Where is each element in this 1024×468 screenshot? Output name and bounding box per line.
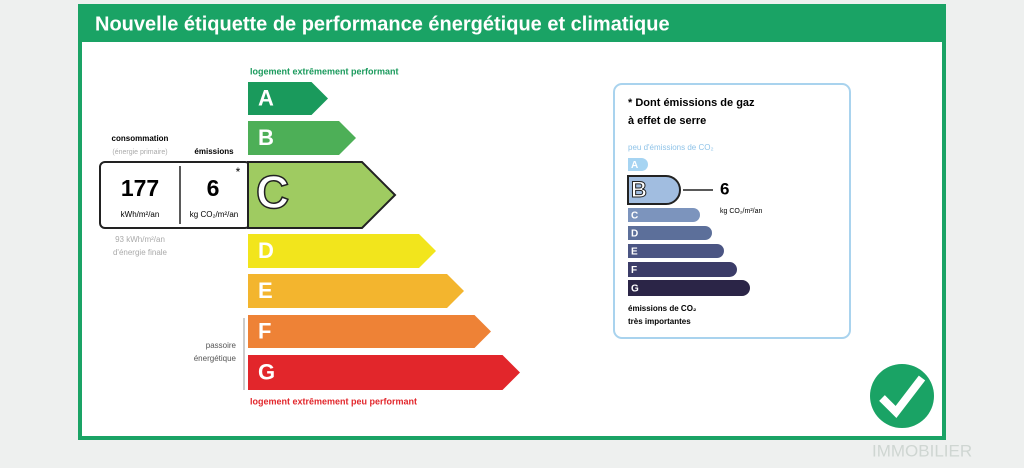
ghg-class-bar — [628, 226, 712, 240]
energy-class-letter: B — [258, 125, 274, 150]
ghg-unit: kg CO₂/m²/an — [720, 208, 763, 215]
asterisk: * — [236, 165, 241, 179]
ghg-class-bar — [627, 175, 681, 205]
title: Nouvelle étiquette de performance énergé… — [95, 13, 670, 35]
ghg-class-letter: A — [631, 160, 638, 171]
ghg-class-bar — [628, 244, 724, 258]
ghg-class-bar — [628, 158, 649, 171]
energy-class-letter: D — [258, 238, 274, 263]
ghg-class-letter: D — [631, 229, 638, 240]
energy-class-bar — [248, 121, 356, 155]
energy-class-bar — [247, 161, 397, 229]
ghg-top-label: peu d'émissions de CO₂ — [628, 143, 714, 152]
consumption-value: 177 — [121, 175, 159, 201]
logo-mark — [879, 375, 926, 419]
passoire: passoire — [206, 341, 237, 350]
bottom-label: logement extrêmement peu performant — [250, 396, 417, 406]
ghg-class-letter: C — [631, 211, 638, 222]
energy-class-bar — [248, 315, 491, 348]
energy-class-bar — [248, 355, 520, 390]
logo — [870, 364, 934, 428]
energy-class-letter: F — [258, 318, 271, 343]
ghg-class-letter: E — [631, 247, 638, 258]
energy-class-letter: E — [258, 278, 273, 303]
emissions-label: émissions — [194, 147, 234, 156]
energy-class-letter: G — [258, 359, 275, 384]
consumption-unit: kWh/m²/an — [121, 210, 160, 219]
ghg-value: 6 — [720, 179, 729, 198]
emissions-unit: kg CO₂/m²/an — [190, 210, 238, 219]
emissions-value: 6 — [207, 175, 220, 201]
final-energy-label: d'énergie finale — [113, 248, 168, 257]
ghg-class-letter: B — [631, 177, 647, 202]
ghg-title: à effet de serre — [628, 115, 706, 127]
ghg-class-bar — [628, 280, 750, 296]
ghg-title: * Dont émissions de gaz — [628, 97, 755, 109]
consumption-label: consommation — [112, 134, 169, 143]
consumption-sublabel: (énergie primaire) — [112, 149, 167, 156]
passoire: énergétique — [194, 354, 237, 363]
ghg-class-letter: G — [631, 284, 639, 295]
energy-class-bar — [248, 274, 464, 308]
energy-class-letter: C — [256, 166, 289, 218]
energy-class-bar — [248, 82, 328, 115]
ghg-class-letter: F — [631, 265, 637, 276]
energy-class-bar — [248, 234, 436, 268]
ghg-bottom-label: très importantes — [628, 317, 691, 326]
ghg-class-bar — [628, 208, 700, 222]
ghg-class-bar — [628, 262, 737, 277]
energy-class-letter: A — [258, 85, 274, 110]
title-bar — [80, 6, 944, 42]
final-energy: 93 kWh/m²/an — [115, 235, 165, 244]
top-label: logement extrêmement performant — [250, 66, 399, 76]
watermark: IMMOBILIER — [872, 441, 972, 460]
ghg-bottom-label: émissions de CO₂ — [628, 304, 697, 313]
